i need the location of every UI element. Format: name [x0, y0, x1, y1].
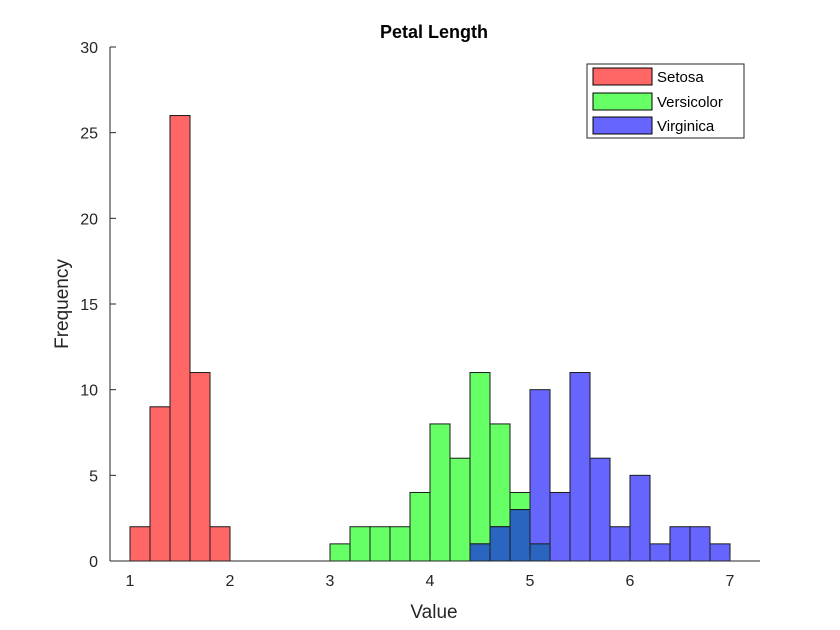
bar-virginica	[529, 389, 551, 562]
bar-virginica	[709, 543, 731, 562]
bar-versicolor	[469, 372, 491, 562]
bar-setosa	[209, 526, 231, 562]
bar-overlap	[489, 526, 511, 562]
legend-swatch-versicolor	[592, 92, 653, 111]
bar-virginica	[689, 526, 711, 562]
bar-setosa	[169, 115, 191, 562]
legend-label-versicolor: Versicolor	[657, 94, 723, 111]
legend: Setosa Versicolor Virginica	[586, 63, 745, 139]
x-tick-label: 3	[326, 573, 335, 590]
bar-virginica	[609, 526, 631, 562]
y-axis-title: Frequency	[52, 259, 73, 349]
bar-versicolor	[369, 526, 391, 562]
x-tick-label: 7	[726, 573, 735, 590]
x-tick-label: 6	[626, 573, 635, 590]
x-tick-label: 1	[126, 573, 135, 590]
bar-versicolor	[429, 423, 451, 562]
bar-versicolor	[389, 526, 411, 562]
bar-virginica	[569, 372, 591, 562]
y-tick-label: 0	[89, 554, 98, 571]
axes-layer: 1 2 3 4 5 6 7 0 5 10 15 20 25 30	[80, 40, 760, 590]
bar-setosa	[189, 372, 211, 562]
bar-virginica	[549, 491, 571, 562]
y-tick-label: 25	[80, 126, 98, 143]
chart-title: Petal Length	[380, 22, 488, 42]
bar-versicolor	[329, 543, 351, 562]
bar-virginica	[669, 526, 691, 562]
bar-versicolor	[409, 491, 431, 562]
legend-label-virginica: Virginica	[657, 118, 715, 135]
bar-virginica	[629, 474, 651, 562]
bar-overlap	[529, 543, 551, 562]
bar-setosa	[149, 406, 171, 562]
bars-layer	[129, 115, 731, 562]
bar-versicolor	[349, 526, 371, 562]
legend-swatch-setosa	[592, 67, 653, 86]
x-tick-label: 4	[426, 573, 435, 590]
bar-setosa	[129, 526, 151, 562]
bar-overlap	[509, 509, 531, 562]
y-ticks: 0 5 10 15 20 25 30	[80, 40, 116, 571]
x-axis-title: Value	[410, 602, 457, 623]
bar-virginica	[649, 543, 671, 562]
y-tick-label: 5	[89, 468, 98, 485]
x-tick-label: 2	[226, 573, 235, 590]
y-tick-label: 10	[80, 383, 98, 400]
bar-virginica	[589, 457, 611, 562]
y-tick-label: 15	[80, 297, 98, 314]
bar-overlap	[469, 543, 491, 562]
x-ticks: 1 2 3 4 5 6 7	[126, 555, 735, 590]
legend-swatch-virginica	[592, 116, 653, 135]
x-tick-label: 5	[526, 573, 535, 590]
y-tick-label: 30	[80, 40, 98, 57]
legend-label-setosa: Setosa	[657, 69, 704, 86]
bar-versicolor	[449, 457, 471, 562]
y-tick-label: 20	[80, 211, 98, 228]
